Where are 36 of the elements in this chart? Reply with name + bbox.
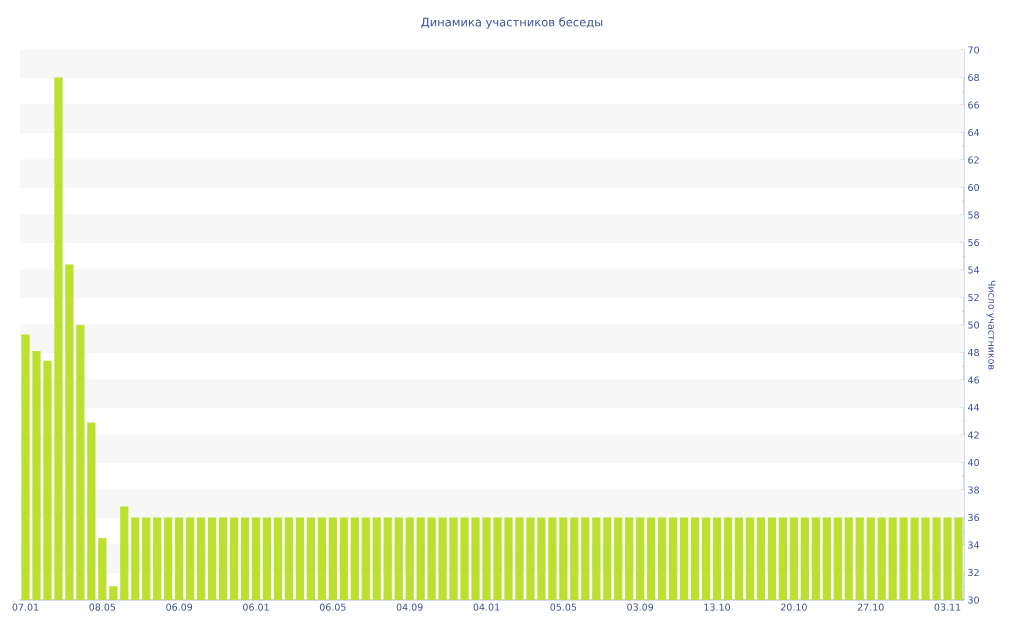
y-tick-label: 50 [968,321,979,329]
x-tick-label: 04.01 [473,603,500,611]
chart-title: Динамика участников беседы [421,17,603,29]
x-tick-label: 03.09 [627,603,654,611]
x-tick-label: 06.01 [243,603,269,611]
y-tick-label: 68 [968,73,979,82]
y-tick-label: 52 [968,293,979,302]
x-tick-label: 20.10 [780,603,807,611]
x-tick-label: 03.11 [934,603,961,611]
x-tick-label: 08.05 [89,603,116,611]
y-tick-label: 48 [967,348,979,357]
y-tick-label: 42 [967,431,979,439]
y-tick-label: 62 [968,156,979,164]
y-tick-label: 40 [967,458,979,467]
x-tick-label: 13.10 [704,603,730,611]
y-tick-label: 66 [968,101,980,109]
x-tick-label: 06.05 [319,603,346,611]
y-tick-label: 34 [968,541,980,549]
y-tick-label: 60 [968,183,979,192]
y-axis-title: Число участников [986,280,996,370]
x-tick-label: 06.09 [166,603,193,611]
y-tick-label: 58 [968,211,979,219]
y-tick-label: 70 [968,46,979,54]
x-tick-label: 05.05 [550,603,577,611]
x-tick-label: 07.01 [12,603,39,611]
y-tick-label: 32 [968,568,979,577]
y-tick-label: 30 [968,596,979,604]
y-tick-label: 64 [968,128,980,137]
x-tick-label: 04.09 [396,603,423,611]
y-tick-label: 44 [967,404,980,411]
y-tick-label: 56 [968,238,980,247]
y-tick-label: 54 [968,266,980,274]
y-tick-label: 36 [968,513,980,522]
y-tick-label: 46 [967,376,980,384]
y-tick-label: 38 [968,486,979,494]
x-tick-label: 27.10 [857,603,884,611]
